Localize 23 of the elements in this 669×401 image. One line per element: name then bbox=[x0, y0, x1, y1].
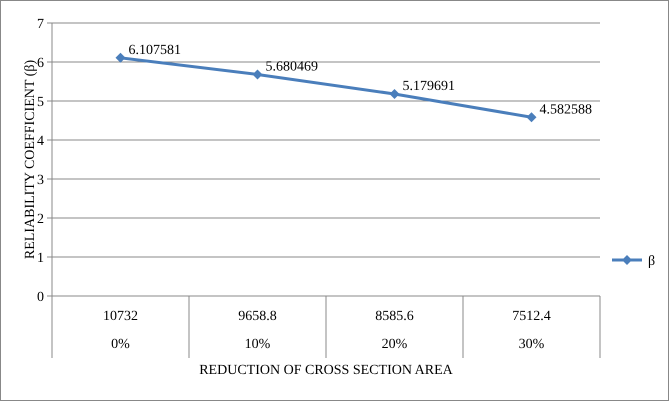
y-tick-label: 3 bbox=[37, 173, 44, 188]
point bbox=[390, 88, 400, 99]
point bbox=[116, 52, 126, 63]
y-tick-label: 1 bbox=[37, 251, 44, 266]
data-label: 5.179691 bbox=[402, 78, 455, 94]
y-tick-label: 0 bbox=[37, 290, 44, 305]
x-tick-label: 9658.8 10% bbox=[238, 309, 277, 352]
x-tick-label: 8585.6 20% bbox=[375, 309, 414, 352]
data-label: 5.680469 bbox=[266, 59, 318, 74]
legend-label: β bbox=[648, 254, 656, 269]
point bbox=[526, 112, 536, 122]
data-label: 4.582588 bbox=[540, 102, 592, 118]
x-tick-label: 10732 0% bbox=[103, 309, 138, 352]
point bbox=[252, 69, 262, 80]
y-tick-label: 4 bbox=[37, 134, 44, 149]
x-axis-title: REDUCTION OF CROSS SECTION AREA bbox=[199, 363, 454, 378]
y-tick-label: 6 bbox=[37, 56, 44, 71]
y-tick-label: 7 bbox=[37, 17, 44, 32]
x-tick-label: 7512.4 30% bbox=[512, 309, 551, 352]
data-label: 6.107581 bbox=[128, 42, 181, 58]
y-tick-label: 5 bbox=[37, 95, 44, 110]
y-tick-label: 2 bbox=[37, 212, 44, 227]
y-axis-title: RELIABILITY COEFFICIENT (β) bbox=[23, 60, 38, 260]
